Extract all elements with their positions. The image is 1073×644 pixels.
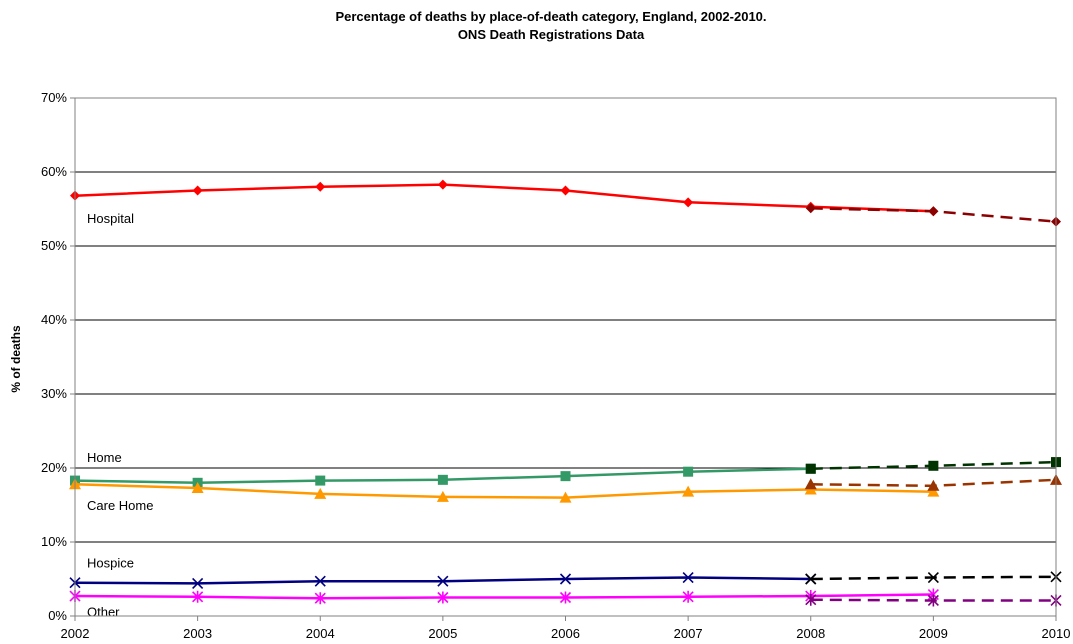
series-home-dashed [805,457,1061,474]
chart-title-line2: ONS Death Registrations Data [458,27,645,42]
data-point [437,575,449,587]
y-tick-label: 50% [41,238,67,253]
data-point [682,590,694,603]
series-other-dashed [805,593,1062,607]
x-tick-label: 2005 [428,626,457,641]
data-point [928,460,939,471]
series-care-home-dashed [804,473,1062,491]
data-point [927,571,939,584]
plot-area-frame [74,97,1057,617]
series-line [74,183,934,213]
data-point [192,590,204,603]
series-label: Home [87,450,122,465]
data-point [314,592,326,605]
x-tick-label: 2003 [183,626,212,641]
data-point [928,206,939,217]
series-line [74,483,934,499]
y-tick-label: 0% [48,608,67,623]
chart-title-line1: Percentage of deaths by place-of-death c… [335,9,766,24]
data-point [560,471,571,482]
series-hospital-dashed [805,203,1061,227]
series-hospice-solid [69,571,817,590]
series-hospital-solid [70,179,939,217]
series-hospice-dashed [805,571,1062,585]
x-tick-label: 2009 [919,626,948,641]
data-point [192,577,204,590]
data-point [560,185,571,196]
data-point [437,179,448,190]
data-point [805,203,816,214]
x-tick-label: 2010 [1042,626,1071,641]
series-label: Care Home [87,498,153,513]
data-point [682,571,694,584]
data-point [191,481,204,493]
series-line [74,593,934,600]
data-point [559,573,572,585]
series-label: Hospice [87,556,134,571]
data-point [559,591,572,604]
data-point [805,463,816,474]
y-tick-label: 40% [41,312,67,327]
series-labels: Hospital Home Care Home Hospice Other [87,211,153,620]
y-tick-label: 60% [41,164,67,179]
y-tick-label: 20% [41,460,67,475]
x-tick-label: 2008 [796,626,825,641]
y-tick-label: 30% [41,386,67,401]
data-point [927,479,940,491]
y-tick-label: 10% [41,534,67,549]
x-tick-label: 2004 [306,626,335,641]
x-tick-label: 2006 [551,626,580,641]
data-point [927,594,939,607]
data-point [683,197,694,208]
series-label: Other [87,605,120,620]
data-point [559,491,572,503]
data-point [315,475,326,486]
y-axis-label: % of deaths [9,325,23,393]
x-axis-ticks: 2002 2003 2004 2005 2006 2007 2008 2009 2010 [61,616,1071,641]
data-point [314,575,326,587]
data-point [927,485,940,497]
data-point [437,474,448,485]
data-point [314,487,327,499]
y-tick-label: 70% [41,90,67,105]
data-point [805,573,817,585]
x-tick-label: 2002 [61,626,90,641]
data-point [436,490,449,502]
data-point [437,591,449,604]
data-point [682,485,695,497]
series-label: Hospital [87,211,134,226]
y-axis-ticks: 0% 10% 20% 30% 40% 50% 60% 70% [41,90,75,623]
x-tick-label: 2007 [674,626,703,641]
data-point [192,185,203,196]
data-point [805,593,817,606]
series-home-solid [70,463,816,488]
series-group [69,179,1062,607]
data-point [804,478,817,490]
data-point [315,181,326,192]
data-point [683,466,694,477]
